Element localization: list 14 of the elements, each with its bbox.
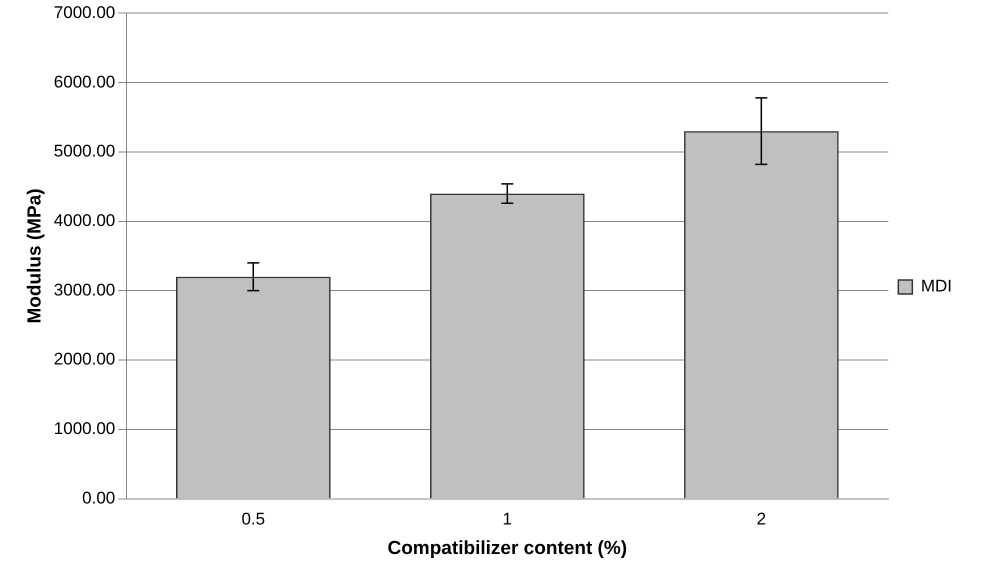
legend-label: MDI (920, 276, 952, 296)
y-tick-label: 4000.00 (54, 211, 116, 230)
y-tick-label: 0.00 (82, 488, 116, 508)
y-tick-label: 1000.00 (54, 419, 116, 438)
x-tick-label: 0.5 (241, 510, 266, 529)
x-tick-label: 1 (502, 510, 512, 529)
y-tick-label: 5000.00 (54, 142, 116, 161)
y-tick-label: 2000.00 (54, 350, 116, 369)
y-tick-label: 3000.00 (54, 280, 116, 300)
x-axis-title: Compatibilizer content (%) (387, 538, 628, 559)
y-tick-label: 7000.00 (54, 2, 116, 22)
y-tick-label: 6000.00 (54, 72, 116, 92)
y-axis-title: Modulus (MPa) (24, 188, 46, 324)
x-tick-label: 2 (756, 510, 766, 529)
